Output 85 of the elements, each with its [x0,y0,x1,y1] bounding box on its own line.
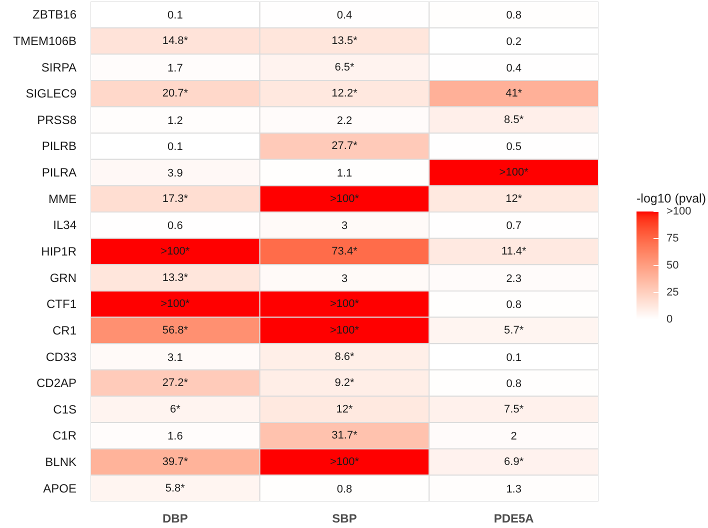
data-label: 1.2 [168,114,183,127]
data-label: >100* [330,324,360,336]
data-label: 12* [336,403,354,416]
data-label: 0.8 [336,483,352,496]
data-label: 0.8 [506,10,522,22]
color-bar-label: >100 [666,206,692,218]
y-tick-label: CR1 [52,323,77,338]
data-label: 6.9* [504,456,524,468]
data-label: >100* [330,192,360,205]
data-label: 31.7* [332,430,358,442]
data-label: 20.7* [162,88,189,100]
data-label: 3 [341,220,348,232]
y-tick-label: CTF1 [46,297,77,312]
data-label: 6* [170,403,182,416]
data-label: 73.4* [332,246,358,258]
color-bar-label: 25 [666,286,679,298]
data-label: 6.5* [334,61,356,74]
data-label: 3.1 [168,352,183,364]
data-label: >100* [499,166,530,179]
data-label: >100* [330,456,360,468]
y-tick-label: BLNK [45,455,77,470]
y-tick-label: C1S [53,402,76,416]
data-label: 0.8 [506,299,522,312]
data-label: 11.4* [501,246,527,258]
y-tick-label: PRSS8 [37,112,77,127]
data-label: 3.9 [168,168,183,180]
y-tick-label: APOE [43,481,77,496]
data-label: >100* [160,298,190,310]
data-label: 5.8* [165,482,186,494]
y-tick-label: SIRPA [41,60,77,74]
y-tick-label: TMEM106B [13,34,77,48]
x-tick-label: SBP [332,512,357,526]
data-label: 2.2 [336,114,352,127]
y-tick-label: MME [48,192,77,206]
data-label: 0.1 [168,10,183,22]
data-label: 27.7* [332,140,358,152]
color-bar-label: 0 [666,314,673,326]
data-label: 1.3 [506,483,522,496]
data-label: 8.6* [334,350,356,363]
data-label: 0.1 [168,141,183,154]
data-label: 13.3* [162,272,189,284]
data-label: 3 [341,272,348,285]
data-label: 41* [506,88,523,100]
color-bar-title: -log10 (pval) [636,192,706,206]
data-label: 0.1 [506,352,522,364]
data-label: 0.8 [506,378,522,390]
data-label: >100* [160,246,190,258]
y-tick-label: C1R [52,428,77,443]
y-tick-label: SIGLEC9 [26,86,77,101]
data-label: 0.7 [506,220,522,232]
data-label: 12.2* [332,88,358,100]
data-label: 0.6 [168,220,183,232]
y-tick-label: PILRB [42,139,77,154]
data-label: 12* [506,192,523,205]
x-tick-label: DBP [162,512,188,526]
data-label: 5.7* [504,324,524,336]
data-label: 0.2 [506,36,522,48]
data-label: 17.3* [162,192,189,205]
y-tick-label: ZBTB16 [32,8,77,22]
data-label: 27.2* [162,377,189,390]
y-tick-label: CD2AP [36,376,76,390]
x-tick-label: PDE5A [494,512,534,526]
color-bar-label: 50 [666,260,679,272]
data-label: 0.5 [506,141,522,154]
y-tick-label: HIP1R [41,244,77,258]
data-label: 56.8* [162,324,189,336]
data-label: >100* [330,298,360,310]
data-label: 1.6 [168,430,183,443]
data-label: 39.7* [162,456,189,468]
y-tick-label: CD33 [46,350,77,364]
y-tick-label: PILRA [42,166,77,180]
data-label: 7.5* [504,403,524,416]
data-label: 2 [510,430,517,443]
data-label: 8.5* [504,114,524,126]
data-label: 13.5* [332,34,358,47]
data-label: 2.3 [506,272,522,285]
data-label: 9.2* [334,377,356,390]
data-label: 0.4 [336,10,352,22]
y-tick-label: GRN [50,270,77,285]
data-label: 1.1 [336,168,352,180]
data-label: 1.7 [168,62,183,74]
color-bar-label: 75 [666,232,679,244]
data-label: 14.8* [162,34,189,47]
y-tick-label: IL34 [53,218,77,232]
data-label: 0.4 [506,62,522,74]
